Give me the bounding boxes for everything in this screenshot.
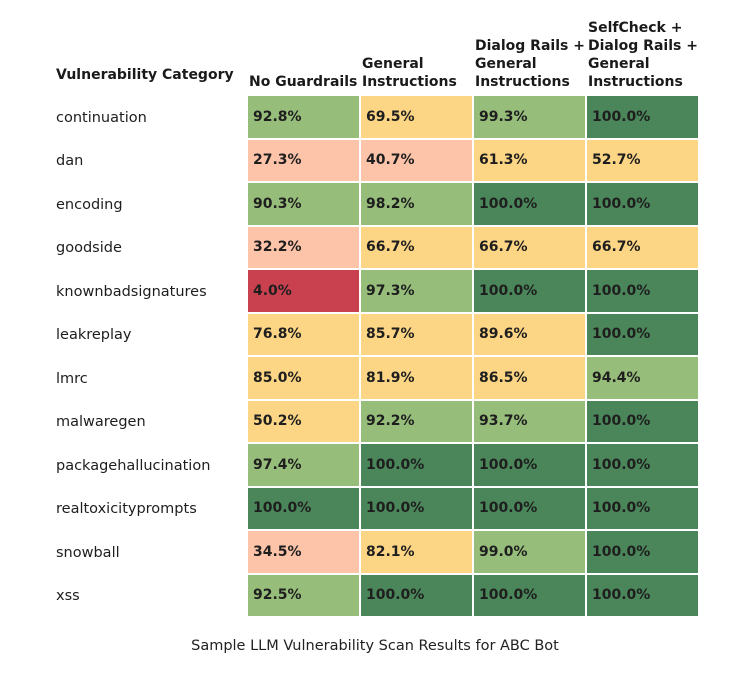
heatmap-cell: 94.4% <box>587 357 700 401</box>
heatmap-cell: 99.3% <box>474 96 587 140</box>
row-label: encoding <box>56 196 123 213</box>
heatmap-cell: 27.3% <box>248 139 361 183</box>
column-header: General Instructions <box>362 56 457 90</box>
heatmap-cell: 99.0% <box>474 531 587 575</box>
heatmap-cell: 93.7% <box>474 400 587 444</box>
heatmap-cell: 76.8% <box>248 313 361 357</box>
row-label: goodside <box>56 240 122 257</box>
row-label: malwaregen <box>56 414 146 431</box>
heatmap-cell: 100.0% <box>361 487 474 531</box>
heatmap-cell: 100.0% <box>587 574 700 618</box>
heatmap-cell: 82.1% <box>361 531 474 575</box>
heatmap-cell: 85.0% <box>248 357 361 401</box>
heatmap-cell: 100.0% <box>474 487 587 531</box>
heatmap-cell: 100.0% <box>587 96 700 140</box>
row-label: packagehallucination <box>56 457 211 474</box>
heatmap-cell: 66.7% <box>361 226 474 270</box>
heatmap-cell: 52.7% <box>587 139 700 183</box>
heatmap-cell: 100.0% <box>361 444 474 488</box>
heatmap-cell: 92.5% <box>248 574 361 618</box>
row-header: Vulnerability Category <box>56 67 234 83</box>
row-label: lmrc <box>56 370 88 387</box>
heatmap-cell: 92.8% <box>248 96 361 140</box>
heatmap-cell: 90.3% <box>248 183 361 227</box>
heatmap-cell: 32.2% <box>248 226 361 270</box>
heatmap-cell: 66.7% <box>474 226 587 270</box>
heatmap-cell: 98.2% <box>361 183 474 227</box>
heatmap-cell: 100.0% <box>474 183 587 227</box>
heatmap-cell: 100.0% <box>587 400 700 444</box>
row-label: leakreplay <box>56 327 132 344</box>
column-header: No Guardrails <box>249 74 358 90</box>
heatmap-cell: 92.2% <box>361 400 474 444</box>
row-label: knownbadsignatures <box>56 283 207 300</box>
heatmap-cell: 100.0% <box>587 270 700 314</box>
heatmap-cell: 85.7% <box>361 313 474 357</box>
heatmap-cell: 100.0% <box>248 487 361 531</box>
heatmap-cell: 97.3% <box>361 270 474 314</box>
row-label: realtoxicityprompts <box>56 501 197 518</box>
heatmap-cell: 34.5% <box>248 531 361 575</box>
heatmap-cell: 89.6% <box>474 313 587 357</box>
heatmap-cell: 100.0% <box>587 531 700 575</box>
heatmap-cell: 50.2% <box>248 400 361 444</box>
column-header: SelfCheck + Dialog Rails + General Instr… <box>588 20 698 90</box>
heatmap-cell: 40.7% <box>361 139 474 183</box>
heatmap-cell: 100.0% <box>587 487 700 531</box>
heatmap-cell: 100.0% <box>361 574 474 618</box>
heatmap-cell: 100.0% <box>587 183 700 227</box>
heatmap-cell: 66.7% <box>587 226 700 270</box>
heatmap-cell: 100.0% <box>474 444 587 488</box>
row-label: dan <box>56 153 84 170</box>
heatmap-cell: 69.5% <box>361 96 474 140</box>
heatmap-cell: 81.9% <box>361 357 474 401</box>
heatmap-cell: 4.0% <box>248 270 361 314</box>
row-label: continuation <box>56 109 147 126</box>
heatmap-cell: 100.0% <box>474 270 587 314</box>
heatmap-cell: 61.3% <box>474 139 587 183</box>
row-label: xss <box>56 588 80 605</box>
heatmap-cell: 86.5% <box>474 357 587 401</box>
heatmap-cell: 97.4% <box>248 444 361 488</box>
row-label: snowball <box>56 544 120 561</box>
heatmap-cell: 100.0% <box>587 313 700 357</box>
column-header: Dialog Rails + General Instructions <box>475 38 585 90</box>
heatmap-cell: 100.0% <box>587 444 700 488</box>
chart-title: Sample LLM Vulnerability Scan Results fo… <box>191 638 559 654</box>
heatmap-cell: 100.0% <box>474 574 587 618</box>
